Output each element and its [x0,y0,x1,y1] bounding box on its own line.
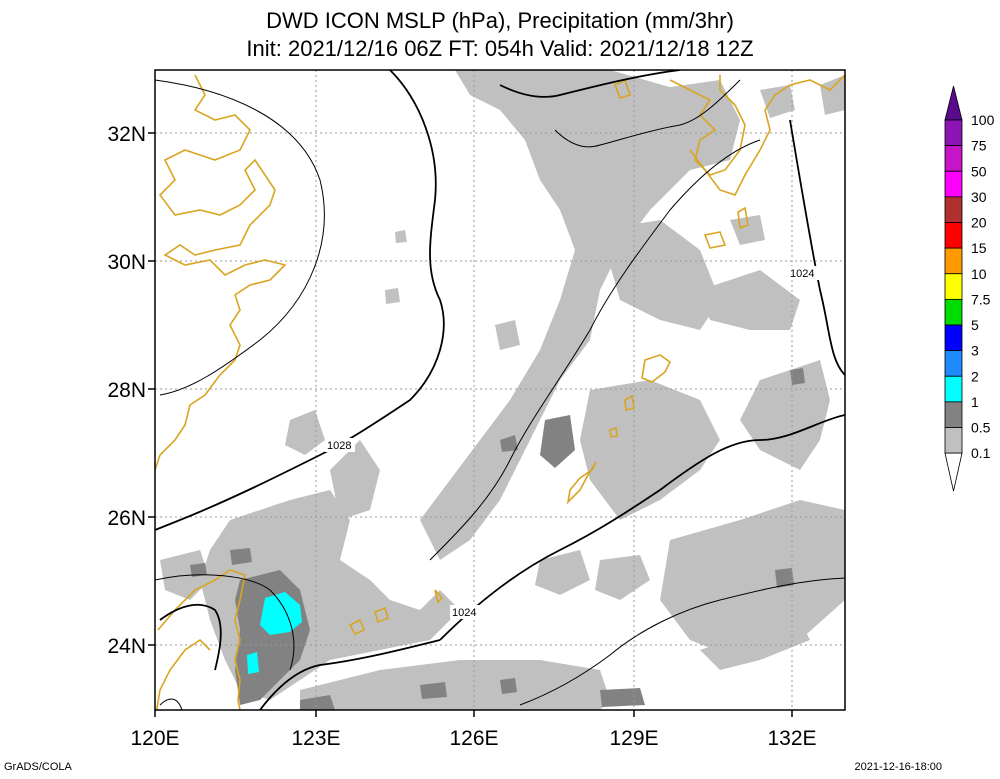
colorbar-label: 0.5 [971,420,991,436]
map-frame [154,69,846,711]
colorbar-label: 2 [971,368,979,384]
colorbar-swatch [944,298,963,326]
colorbar-swatch [944,196,963,223]
colorbar-label: 3 [971,343,979,359]
isobars [155,70,845,710]
precip-colorbar: 100 75 50 30 20 15 10 7.5 5 3 2 1 0.5 0.1 [944,85,995,492]
lat-label-28n: 28N [107,379,146,402]
map-subtitle: Init: 2021/12/16 06Z FT: 054h Valid: 202… [246,36,754,61]
colorbar-swatch [944,119,963,147]
colorbar-swatch [944,273,963,300]
colorbar-label: 10 [971,266,987,282]
colorbar-swatch [944,401,963,428]
isobar-label-1024-south: 1024 [452,607,476,619]
lat-label-32n: 32N [107,123,146,146]
colorbar-bottom-arrow [944,452,963,492]
colorbar-label: 15 [971,240,987,256]
colorbar-swatch [944,145,963,172]
colorbar-label: 100 [971,112,995,128]
lat-label-24n: 24N [107,635,146,658]
isobar-label-1028: 1028 [327,440,351,452]
coastlines [155,74,845,710]
colorbar-label: 0.1 [971,445,991,461]
precip-light-areas [160,70,845,710]
lat-label-30n: 30N [107,251,146,274]
colorbar-label: 20 [971,215,987,231]
colorbar-label: 7.5 [971,291,991,307]
colorbar-label: 75 [971,138,987,154]
colorbar-swatch [944,324,963,352]
footer-timestamp: 2021-12-16-18:00 [854,761,942,773]
colorbar-swatch [944,222,963,249]
lon-label-123e: 123E [291,727,340,750]
colorbar-swatch [944,350,963,377]
lon-label-120e: 120E [130,727,179,750]
lon-label-129e: 129E [609,727,658,750]
isobar-label-1024-east: 1024 [790,268,814,280]
colorbar-swatch [944,247,963,275]
colorbar-label: 50 [971,163,987,179]
precip-heavy-areas [247,592,302,674]
colorbar-label: 5 [971,317,979,333]
graticule [155,70,845,710]
lat-label-26n: 26N [107,507,146,530]
colorbar-label: 1 [971,394,979,410]
colorbar-label: 30 [971,189,987,205]
lon-label-126e: 126E [449,727,498,750]
colorbar-top-arrow [944,85,963,121]
lon-label-132e: 132E [767,727,816,750]
colorbar-swatch [944,427,963,454]
colorbar-swatch [944,170,963,198]
map-title: DWD ICON MSLP (hPa), Precipitation (mm/3… [266,8,734,33]
colorbar-swatch [944,375,963,403]
footer-credit: GrADS/COLA [4,761,72,773]
